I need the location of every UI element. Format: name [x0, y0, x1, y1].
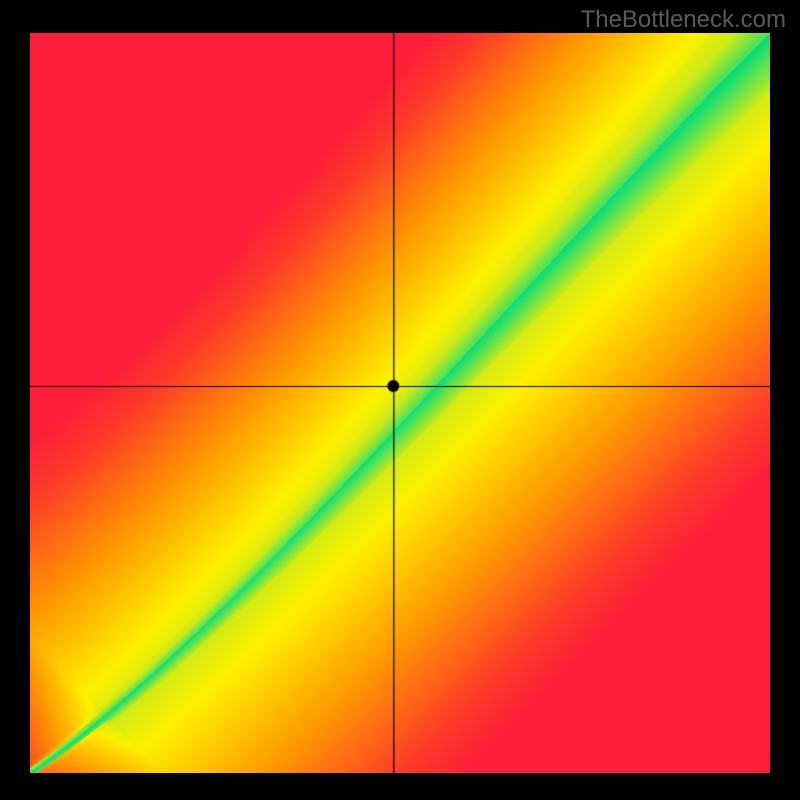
- attribution-label: TheBottleneck.com: [581, 6, 786, 34]
- figure-container: TheBottleneck.com: [0, 0, 800, 800]
- overlay-canvas: [30, 33, 770, 773]
